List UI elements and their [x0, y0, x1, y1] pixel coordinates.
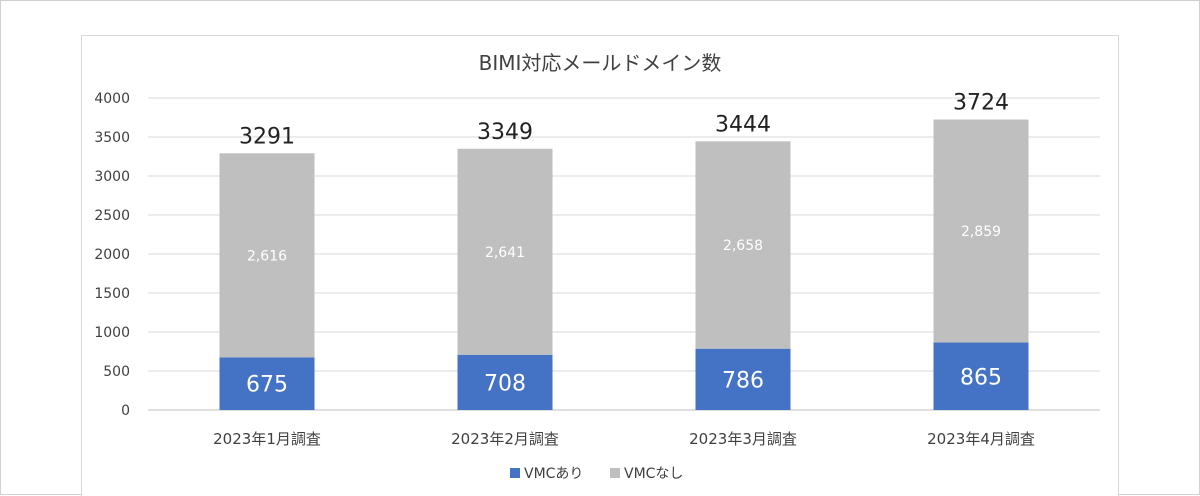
bar-vmc-yes: [219, 357, 315, 410]
y-tick-label: 500: [103, 364, 130, 380]
y-tick-label: 1000: [94, 325, 130, 341]
data-label: 675: [246, 373, 288, 398]
legend-label: VMCあり: [524, 466, 583, 482]
legend-label: VMCなし: [624, 466, 683, 482]
bar-vmc-no: [695, 141, 791, 349]
legend-swatch: [610, 468, 620, 478]
bar-vmc-no: [933, 119, 1029, 343]
total-label: 3444: [715, 112, 771, 137]
x-tick-label: 2023年1月調査: [213, 430, 321, 448]
chart-title: BIMI対応メールドメイン数: [479, 51, 722, 75]
bar-vmc-yes: [695, 348, 791, 410]
data-label: 2,641: [485, 245, 525, 261]
y-axis: 0 500 1000 1500 2000 2500 3000 3500 4000: [94, 91, 130, 419]
data-label: 865: [960, 365, 1002, 390]
y-tick-label: 4000: [94, 91, 130, 107]
x-axis: 2023年1月調査 2023年2月調査 2023年3月調査 2023年4月調査: [213, 430, 1035, 448]
data-label: 786: [722, 368, 764, 393]
y-tick-label: 3000: [94, 169, 130, 185]
data-label: 2,859: [961, 224, 1001, 240]
bars: 675 2,616 3291 708 2,641 3349 786 2,658 3444 865 2…: [219, 91, 1029, 410]
bar-vmc-yes: [457, 354, 553, 410]
y-tick-label: 2000: [94, 247, 130, 263]
x-tick-label: 2023年2月調査: [451, 430, 559, 448]
x-tick-label: 2023年3月調査: [689, 430, 797, 448]
legend-swatch: [510, 468, 520, 478]
total-label: 3724: [953, 91, 1009, 116]
y-tick-label: 2500: [94, 208, 130, 224]
bar-vmc-no: [219, 153, 315, 358]
y-tick-label: 3500: [94, 130, 130, 146]
x-tick-label: 2023年4月調査: [927, 430, 1035, 448]
bar-vmc-yes: [933, 342, 1029, 410]
data-label: 708: [484, 371, 526, 396]
legend: VMCあり VMCなし: [510, 466, 683, 482]
data-label: 2,616: [247, 248, 287, 264]
total-label: 3349: [477, 120, 533, 145]
data-label: 2,658: [723, 238, 763, 254]
y-tick-label: 0: [121, 403, 130, 419]
bar-vmc-no: [457, 148, 553, 355]
total-label: 3291: [239, 124, 295, 149]
y-tick-label: 1500: [94, 286, 130, 302]
